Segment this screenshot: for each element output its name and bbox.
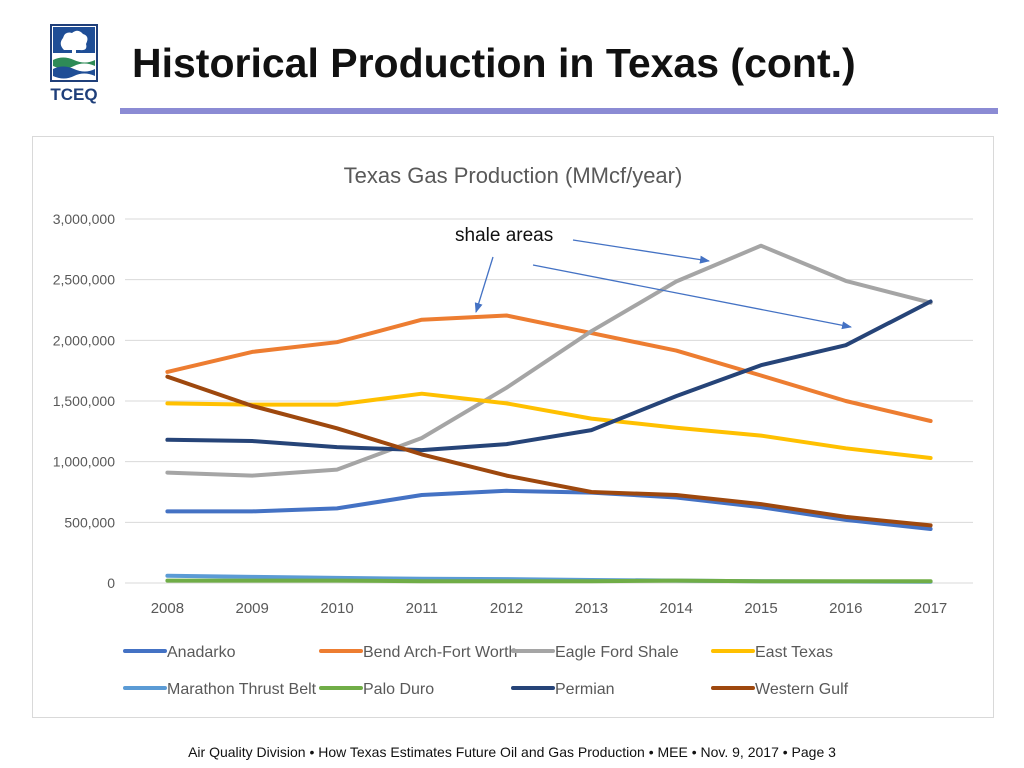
x-tick-label: 2014 <box>660 600 693 617</box>
y-tick-label: 3,000,000 <box>53 211 115 227</box>
y-tick-label: 0 <box>107 575 115 591</box>
chart-title: Texas Gas Production (MMcf/year) <box>344 163 683 188</box>
y-tick-label: 1,500,000 <box>53 393 115 409</box>
legend-label-western-gulf: Western Gulf <box>755 681 849 698</box>
series-line-palo-duro <box>165 578 933 584</box>
legend-label-east-texas: East Texas <box>755 644 833 661</box>
tceq-logo: TCEQ <box>50 24 98 104</box>
y-axis: 0 500,000 1,000,000 1,500,000 2,000,000 2,500… <box>53 211 116 591</box>
annotation-arrow <box>532 264 852 330</box>
series-line-permian <box>165 299 933 453</box>
legend-label-anadarko: Anadarko <box>167 644 236 661</box>
line-chart: Texas Gas Production (MMcf/year) 0 500,00… <box>53 163 973 698</box>
y-tick-label: 2,000,000 <box>53 332 115 348</box>
annotation-arrow <box>474 256 494 313</box>
x-tick-label: 2015 <box>744 600 777 617</box>
legend-label-eagle-ford-shale: Eagle Ford Shale <box>555 644 679 661</box>
x-tick-label: 2017 <box>914 600 947 617</box>
legend-label-permian: Permian <box>555 681 615 698</box>
x-tick-label: 2013 <box>575 600 608 617</box>
y-tick-label: 2,500,000 <box>53 272 115 288</box>
annotation-shale-areas: shale areas <box>455 225 553 246</box>
series-lines <box>165 243 933 584</box>
slide-footer: Air Quality Division • How Texas Estimat… <box>188 744 836 760</box>
x-tick-label: 2009 <box>236 600 269 617</box>
x-tick-label: 2010 <box>320 600 353 617</box>
x-tick-label: 2012 <box>490 600 523 617</box>
legend-label-bend-arch-fort-worth: Bend Arch-Fort Worth <box>363 644 517 661</box>
legend-label-palo-duro: Palo Duro <box>363 681 434 698</box>
x-tick-label: 2016 <box>829 600 862 617</box>
x-tick-label: 2008 <box>151 600 184 617</box>
y-tick-label: 500,000 <box>64 514 115 530</box>
series-line-bend-arch-fort-worth <box>165 313 933 423</box>
gridlines <box>125 218 973 584</box>
series-line-east-texas <box>165 391 933 460</box>
legend: Anadarko Bend Arch-Fort Worth Eagle Ford S… <box>123 644 849 698</box>
chart-container: Texas Gas Production (MMcf/year) 0 500,00… <box>32 136 994 718</box>
series-line-anadarko <box>165 488 933 531</box>
legend-label-marathon-thrust-belt: Marathon Thrust Belt <box>167 681 317 698</box>
series-line-eagle-ford-shale <box>165 243 933 478</box>
annotation: shale areas <box>455 225 852 330</box>
slide-title: Historical Production in Texas (cont.) <box>132 40 856 86</box>
y-tick-label: 1,000,000 <box>53 454 115 470</box>
x-tick-label: 2011 <box>406 600 438 617</box>
logo-text: TCEQ <box>50 85 97 104</box>
series-line-western-gulf <box>165 374 933 528</box>
title-divider <box>120 108 998 114</box>
x-axis: 2008 2009 2010 2011 2012 2013 2014 2015 2016 2017 <box>151 600 948 617</box>
annotation-arrow <box>572 239 710 264</box>
